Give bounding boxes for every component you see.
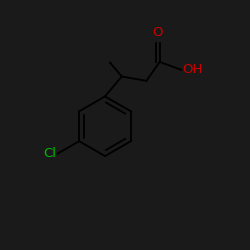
Text: O: O [152, 26, 163, 39]
Text: Cl: Cl [44, 147, 57, 160]
Text: OH: OH [182, 63, 203, 76]
